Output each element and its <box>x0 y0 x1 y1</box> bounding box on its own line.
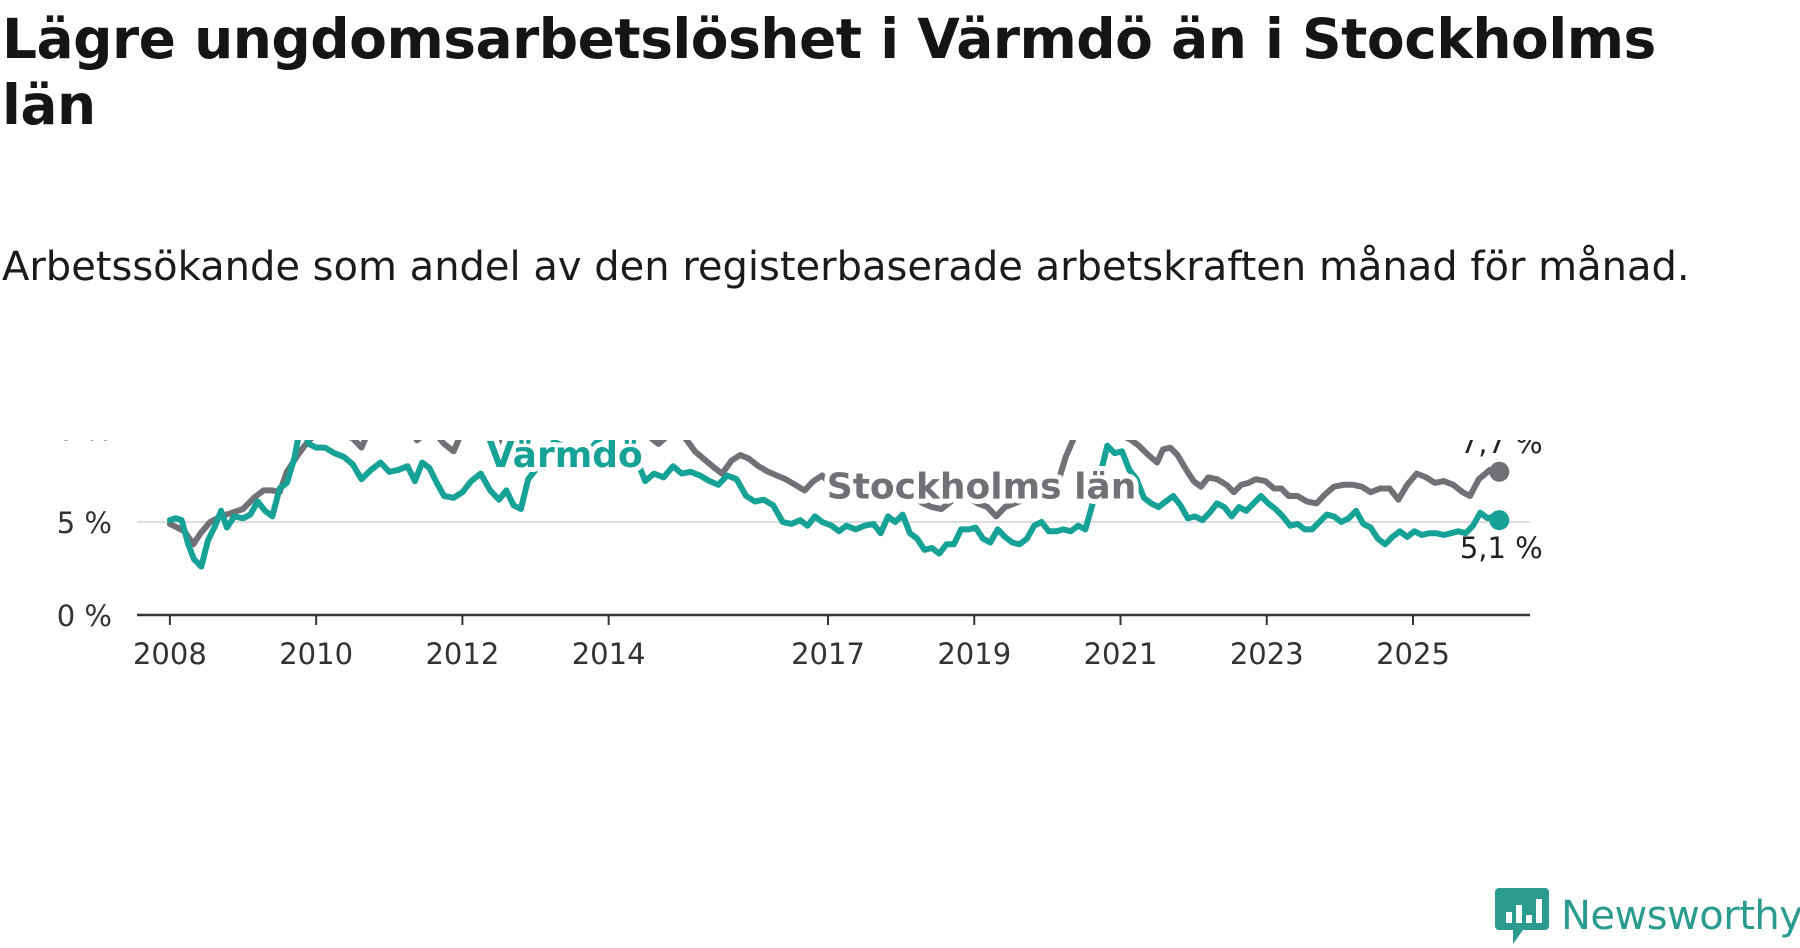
newsworthy-brand: Newsworthy <box>1495 888 1800 944</box>
series-lines <box>166 440 1510 570</box>
x-tick-label: 2014 <box>572 637 646 671</box>
series-label-stockholms-lan: Stockholms län <box>827 467 1137 508</box>
chart-subtitle: Arbetssökande som andel av den registerb… <box>2 244 1690 290</box>
x-tick-label: 2019 <box>937 637 1011 671</box>
x-tick-label: 2021 <box>1084 637 1158 671</box>
chart-title: Lägre ungdomsarbetslöshet i Värmdö än i … <box>2 7 1656 137</box>
series-labels: Stockholms län Värmdö 7,7 % 5,1 % <box>482 440 1543 565</box>
brand-name: Newsworthy <box>1561 893 1800 939</box>
end-point-varmdo <box>1489 510 1510 531</box>
x-tick-label: 2017 <box>791 637 865 671</box>
line-chart: 0 % 5 % 10 % 2008 2010 2012 2014 2017 2019 2021 20… <box>38 440 1543 671</box>
y-tick-label: 10 % <box>38 440 112 447</box>
axes: 0 % 5 % 10 % 2008 2010 2012 2014 2017 2019 2021 20… <box>38 440 1530 671</box>
series-line-stockholms-lan <box>166 440 1503 548</box>
end-value-label-varmdo: 5,1 % <box>1460 531 1543 565</box>
end-value-label-stockholms-lan: 7,7 % <box>1460 440 1543 460</box>
series-label-varmdo: Värmdö <box>487 440 643 476</box>
x-tick-label: 2023 <box>1230 637 1304 671</box>
series-line-varmdo <box>166 440 1503 570</box>
x-tick-label: 2008 <box>133 637 207 671</box>
y-tick-label: 0 % <box>57 599 112 633</box>
x-tick-label: 2025 <box>1376 637 1450 671</box>
x-tick-label: 2010 <box>279 637 353 671</box>
y-tick-label: 5 % <box>57 506 112 540</box>
x-tick-label: 2012 <box>425 637 499 671</box>
end-point-stockholms-lan <box>1489 461 1510 482</box>
newsworthy-logo-icon <box>1495 888 1549 944</box>
